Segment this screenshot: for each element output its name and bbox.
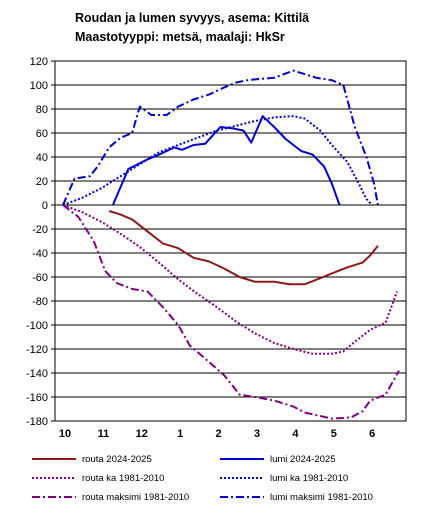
y-tick-label: -100 xyxy=(26,320,48,332)
y-tick-label: 60 xyxy=(36,128,48,140)
x-tick-label: 1 xyxy=(177,428,183,440)
x-tick-label: 11 xyxy=(98,428,110,440)
series-line-4 xyxy=(62,115,373,206)
y-tick-label: -160 xyxy=(26,392,48,404)
y-tick-label: -140 xyxy=(26,368,48,380)
x-tick-label: 4 xyxy=(292,428,299,440)
y-axis: 120 100 80 60 40 20 0 -20 -40 -60 -80 -100 -120 -140 -… xyxy=(26,56,407,428)
y-tick-label: 0 xyxy=(42,200,48,212)
legend-label: routa 2024-2025 xyxy=(82,454,152,465)
y-tick-label: 120 xyxy=(30,56,48,68)
y-tick-label: 20 xyxy=(36,176,48,188)
series-line-3 xyxy=(62,204,399,355)
x-tick-label: 2 xyxy=(216,428,222,440)
series-line-2 xyxy=(111,115,341,206)
x-axis: 10 11 12 1 2 3 4 5 6 xyxy=(59,428,375,440)
y-tick-label: 80 xyxy=(36,104,48,116)
legend: routa 2024-2025 lumi 2024-2025 routa ka 19… xyxy=(32,454,373,503)
y-tick-label: 100 xyxy=(30,80,48,92)
plot-area-border xyxy=(54,60,407,422)
y-tick-label: -80 xyxy=(32,296,48,308)
x-tick-label: 5 xyxy=(331,428,337,440)
legend-label: lumi 2024-2025 xyxy=(270,454,336,465)
legend-label: lumi maksimi 1981-2010 xyxy=(270,492,373,503)
legend-label: routa maksimi 1981-2010 xyxy=(82,492,189,503)
legend-label: routa ka 1981-2010 xyxy=(82,473,164,484)
x-tick-label: 10 xyxy=(59,428,71,440)
y-tick-label: -180 xyxy=(26,416,48,428)
y-tick-label: -20 xyxy=(32,224,48,236)
legend-label: lumi ka 1981-2010 xyxy=(270,473,348,484)
series-line-5 xyxy=(62,204,400,420)
grid-lines xyxy=(55,60,406,422)
plot-series xyxy=(62,69,400,420)
chart-title: Roudan ja lumen syvyys, asema: Kittilä xyxy=(75,11,310,25)
y-tick-label: -40 xyxy=(32,248,48,260)
x-tick-label: 6 xyxy=(369,428,375,440)
y-tick-label: -120 xyxy=(26,344,48,356)
x-tick-label: 12 xyxy=(136,428,148,440)
y-tick-label: 40 xyxy=(36,152,48,164)
series-line-1 xyxy=(108,210,379,286)
series-line-6 xyxy=(62,69,379,206)
y-tick-label: -60 xyxy=(32,272,48,284)
x-tick-label: 3 xyxy=(254,428,260,440)
chart-subtitle: Maastotyyppi: metsä, maalaji: HkSr xyxy=(75,30,285,44)
